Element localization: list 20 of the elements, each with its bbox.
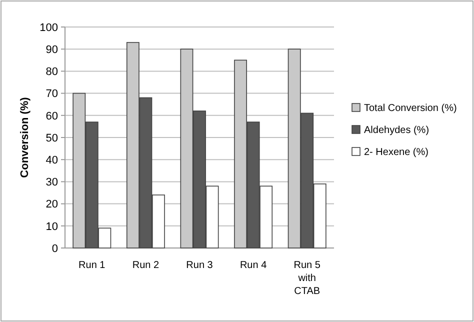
y-tick-label: 90 — [46, 44, 58, 56]
y-tick-label: 30 — [46, 176, 58, 189]
y-tick-label: 10 — [46, 220, 58, 233]
y-axis-title: Conversion (%) — [19, 96, 31, 178]
x-tick-label: Run 4 — [240, 260, 268, 271]
y-tick-label: 40 — [46, 154, 58, 166]
legend-label: Total Conversion (%) — [364, 103, 457, 114]
x-tick-label: Run 1 — [78, 260, 106, 271]
y-tick-label: 70 — [46, 88, 58, 100]
y-tick-label: 80 — [46, 66, 58, 78]
y-tick-label: 100 — [40, 22, 58, 34]
legend-label: 2- Hexene (%) — [364, 147, 428, 158]
y-tick-label: 60 — [46, 110, 58, 122]
x-tick-label: Run 3 — [186, 260, 214, 271]
x-tick-label: Run 2 — [132, 260, 160, 271]
y-tick-label: 50 — [46, 132, 58, 144]
x-tick-label: Run 5 with CTAB — [294, 260, 321, 297]
legend-label: Aldehydes (%) — [364, 125, 430, 136]
y-tick-label: 0 — [52, 242, 58, 255]
y-tick-label: 20 — [46, 198, 58, 211]
